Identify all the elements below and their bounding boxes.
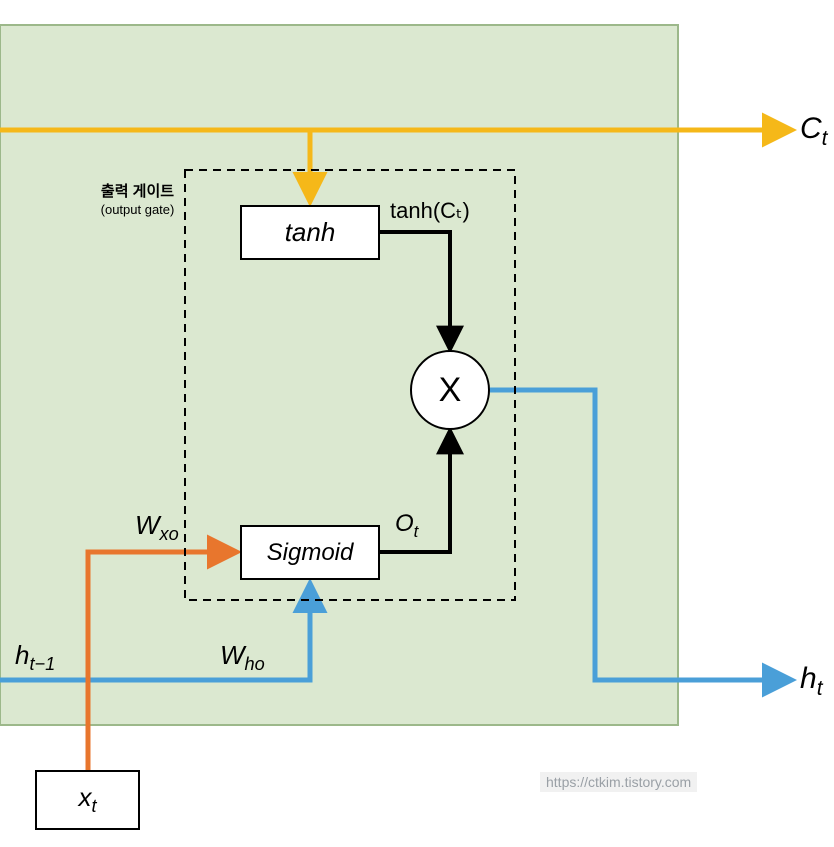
tanh-label: tanh <box>285 217 336 248</box>
gate-title-kr: 출력 게이트 <box>90 182 185 202</box>
watermark: https://ctkim.tistory.com <box>540 772 697 792</box>
diagram-stage: 출력 게이트 (output gate) tanh Sigmoid xt X C… <box>0 0 834 847</box>
gate-title-en: (output gate) <box>90 202 185 219</box>
tanh-box: tanh <box>240 205 380 260</box>
label-who: Who <box>220 640 265 675</box>
xt-label: xt <box>78 782 96 817</box>
sigmoid-box: Sigmoid <box>240 525 380 580</box>
diagram-svg <box>0 0 834 847</box>
gate-title: 출력 게이트 (output gate) <box>90 182 185 218</box>
label-ht: ht <box>800 662 823 701</box>
label-wxo: Wxo <box>135 510 179 545</box>
label-ot: Ot <box>395 510 418 542</box>
xt-box: xt <box>35 770 140 830</box>
multiply-glyph: X <box>439 371 462 410</box>
label-tanh-ct: tanh(Cₜ) <box>390 198 470 224</box>
sigmoid-label: Sigmoid <box>267 539 354 567</box>
label-ht-prev: ht−1 <box>15 640 55 675</box>
multiply-node: X <box>410 350 490 430</box>
label-ct: Ct <box>800 112 828 151</box>
